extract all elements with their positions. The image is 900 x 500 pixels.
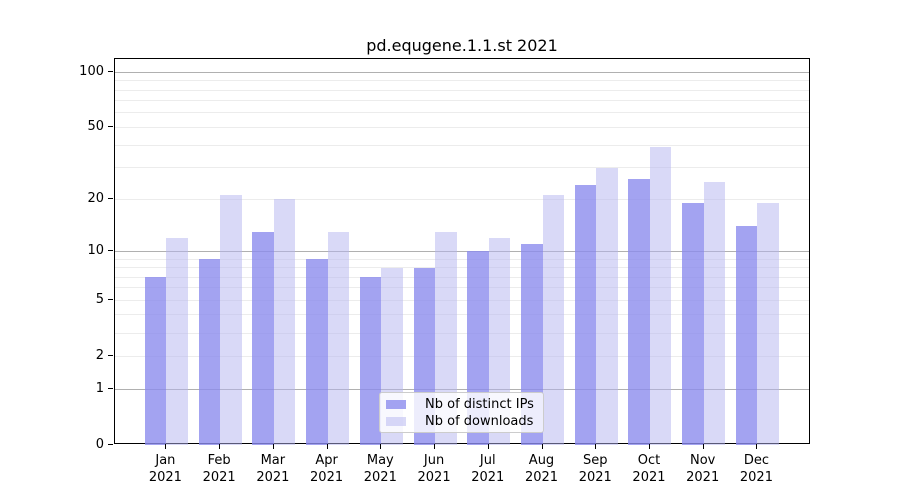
x-tick-mark-oct	[648, 444, 650, 449]
gridline-5	[115, 299, 809, 301]
legend-swatch-downloads-icon	[386, 416, 406, 426]
legend-item-downloads: Nb of downloads	[386, 413, 537, 429]
chart-title: pd.equgene.1.1.st 2021	[366, 36, 558, 55]
bar-mar-distinct-ips	[252, 231, 274, 445]
x-tick-label-aug: Aug 2021	[524, 453, 559, 485]
gridline-4	[115, 314, 809, 316]
bar-oct-distinct-ips	[628, 178, 650, 445]
y-tick-mark-1	[108, 387, 113, 389]
x-tick-mark-mar	[272, 444, 274, 449]
gridline-7	[115, 276, 809, 278]
bar-dec-downloads	[757, 203, 779, 445]
y-tick-mark-50	[108, 125, 113, 127]
gridline-80	[115, 89, 809, 91]
bar-jan-downloads	[166, 237, 188, 445]
bar-aug-downloads	[542, 195, 564, 445]
y-tick-label-0: 0	[95, 436, 104, 452]
plot-area	[114, 58, 810, 445]
x-tick-label-dec: Dec 2021	[739, 453, 773, 485]
y-tick-label-1: 1	[95, 380, 104, 396]
gridline-9	[115, 258, 809, 260]
bar-nov-distinct-ips	[682, 203, 704, 445]
legend-label-distinct-ips: Nb of distinct IPs	[425, 396, 534, 412]
x-tick-mark-may	[380, 444, 382, 449]
x-tick-label-may: May 2021	[363, 453, 397, 485]
x-tick-mark-jan	[165, 444, 167, 449]
x-tick-mark-jun	[434, 444, 436, 449]
bar-nov-downloads	[703, 181, 726, 445]
x-tick-mark-dec	[756, 444, 758, 449]
x-tick-mark-nov	[702, 444, 704, 449]
bar-apr-downloads	[327, 231, 350, 445]
gridline-30	[115, 167, 809, 169]
bar-may-distinct-ips	[359, 277, 382, 445]
y-tick-mark-2	[108, 354, 113, 356]
x-tick-label-jan: Jan 2021	[148, 453, 182, 485]
bar-sep-distinct-ips	[574, 184, 597, 445]
y-tick-label-50: 50	[87, 118, 104, 134]
gridline-2	[115, 355, 809, 357]
bar-jun-downloads	[435, 231, 457, 445]
gridline-1	[115, 388, 809, 390]
gridline-90	[115, 80, 809, 82]
y-tick-mark-0	[108, 443, 113, 445]
y-tick-mark-10	[108, 249, 113, 251]
x-tick-label-jul: Jul 2021	[471, 453, 505, 485]
gridline-8	[115, 267, 809, 268]
x-tick-mark-jul	[487, 444, 489, 449]
y-tick-mark-100	[108, 70, 113, 72]
bar-mar-downloads	[273, 199, 296, 445]
x-tick-mark-sep	[595, 444, 597, 449]
legend-swatch-distinct-ips-icon	[386, 399, 406, 409]
x-tick-label-feb: Feb 2021	[202, 453, 236, 485]
gridline-60	[115, 112, 809, 114]
y-tick-label-10: 10	[87, 242, 104, 258]
x-tick-label-nov: Nov 2021	[686, 453, 720, 485]
legend-item-distinct-ips: Nb of distinct IPs	[386, 396, 537, 412]
bar-feb-distinct-ips	[198, 259, 221, 445]
bar-sep-downloads	[596, 167, 618, 445]
y-tick-mark-20	[108, 197, 113, 199]
gridline-20	[115, 198, 809, 200]
bar-jan-distinct-ips	[144, 277, 167, 445]
x-tick-label-apr: Apr 2021	[310, 453, 344, 485]
gridline-50	[115, 126, 809, 128]
y-tick-label-20: 20	[87, 190, 104, 206]
x-tick-label-sep: Sep 2021	[578, 453, 612, 485]
gridline-40	[115, 144, 809, 146]
bar-oct-downloads	[649, 147, 672, 445]
gridline-100	[115, 71, 809, 73]
y-tick-label-100: 100	[79, 63, 104, 79]
gridline-70	[115, 100, 809, 102]
legend: Nb of distinct IPs Nb of downloads	[379, 392, 544, 433]
y-tick-label-2: 2	[95, 347, 104, 363]
gridline-6	[115, 287, 809, 289]
x-tick-mark-apr	[326, 444, 328, 449]
bar-dec-distinct-ips	[735, 226, 758, 445]
x-tick-label-jun: Jun 2021	[417, 453, 451, 485]
bar-apr-distinct-ips	[306, 259, 328, 445]
gridline-10	[115, 250, 809, 252]
gridline-3	[115, 332, 809, 334]
x-tick-label-mar: Mar 2021	[256, 453, 290, 485]
y-tick-mark-5	[108, 298, 113, 300]
y-tick-label-5: 5	[95, 291, 104, 307]
x-tick-mark-aug	[541, 444, 543, 449]
legend-label-downloads: Nb of downloads	[425, 413, 534, 429]
x-tick-label-oct: Oct 2021	[632, 453, 666, 485]
x-tick-mark-feb	[219, 444, 221, 449]
bar-feb-downloads	[220, 195, 242, 445]
